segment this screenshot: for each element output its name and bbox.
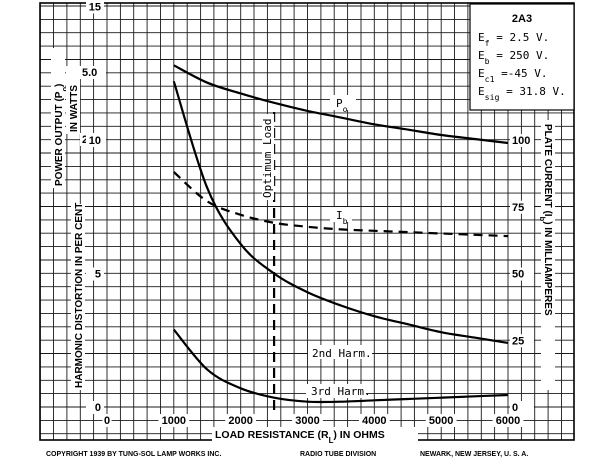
second-harmonic-curve bbox=[172, 80, 509, 344]
power-output-curve bbox=[173, 64, 509, 145]
optimum-load-label-bg bbox=[262, 114, 275, 200]
power-axis-label: POWER OUTPUT (Po) bbox=[54, 84, 69, 186]
plate-current-label: Ib bbox=[336, 209, 348, 226]
power-tick-bg bbox=[80, 66, 106, 79]
power-axis-label2: IN WATTS bbox=[69, 85, 80, 132]
distortion-tick-bg bbox=[86, 401, 104, 414]
distortion-axis-label-bg bbox=[71, 204, 85, 390]
plate-axis-label: PLATE CURRENT (Ib) IN MILLIAMPERES bbox=[539, 124, 554, 316]
plate-tick-label: 50 bbox=[512, 269, 524, 281]
footer-division: RADIO TUBE DIVISION bbox=[300, 451, 376, 458]
x-tick-bg bbox=[225, 414, 257, 427]
tick-labels: 01000200030004000500060005.02.5151050100… bbox=[80, 0, 534, 427]
x-tick-label: 4000 bbox=[362, 415, 386, 427]
legend-line: Eb = 250 V. bbox=[478, 49, 549, 66]
x-tick-bg bbox=[292, 414, 323, 427]
third-harmonic-label-bg bbox=[306, 384, 366, 398]
power-tick-label: 5.0 bbox=[82, 67, 97, 79]
distortion-tick-bg bbox=[86, 134, 104, 147]
curves bbox=[172, 64, 509, 404]
third-harmonic-label: 3rd Harm. bbox=[311, 385, 371, 398]
x-tick-label: 3000 bbox=[295, 415, 319, 427]
footer-copyright: COPYRIGHT 1939 BY TUNG-SOL LAMP WORKS IN… bbox=[46, 451, 221, 458]
x-tick-bg bbox=[425, 414, 457, 427]
plate-tick-label: 0 bbox=[512, 402, 518, 414]
plate-tick-bg bbox=[510, 401, 534, 414]
annotations: Optimum Load Po Ib 2nd Harm. 3rd Harm. bbox=[261, 95, 372, 412]
legend-line: Esig = 31.8 V. bbox=[478, 85, 566, 102]
plate-tick-label: 25 bbox=[512, 335, 524, 347]
footer-location: NEWARK, NEW JERSEY, U. S. A. bbox=[420, 451, 528, 458]
distortion-tick-bg bbox=[86, 0, 104, 14]
legend-box bbox=[469, 3, 575, 111]
x-tick-label: 0 bbox=[104, 415, 110, 427]
x-axis-label: LOAD RESISTANCE (RL) IN OHMS bbox=[215, 429, 385, 445]
power-output-label-bg bbox=[330, 95, 356, 110]
plate-tick-bg bbox=[510, 334, 534, 348]
plate-tick-label: 100 bbox=[512, 135, 530, 147]
distortion-tick-label: 5 bbox=[95, 269, 101, 281]
power-axis-label2-bg bbox=[66, 66, 80, 134]
second-harmonic-label: 2nd Harm. bbox=[312, 347, 372, 360]
x-tick-bg bbox=[102, 414, 112, 427]
power-output-label: Po bbox=[336, 97, 348, 114]
distortion-tick-label: 15 bbox=[89, 2, 101, 14]
power-axis-label-bg bbox=[51, 48, 65, 188]
plate-tick-label: 75 bbox=[512, 202, 524, 214]
distortion-tick-bg bbox=[86, 267, 104, 281]
plate-axis-label-bg bbox=[541, 120, 555, 390]
legend-line: Ef = 2.5 V. bbox=[478, 31, 549, 48]
third-harmonic-curve bbox=[172, 328, 509, 404]
x-tick-bg bbox=[492, 414, 524, 427]
distortion-tick-label: 10 bbox=[89, 135, 101, 147]
x-tick-label: 2000 bbox=[228, 415, 252, 427]
x-tick-label: 1000 bbox=[162, 415, 186, 427]
plate-tick-bg bbox=[510, 267, 534, 281]
legend-line: Ec1 =-45 V. bbox=[478, 67, 548, 84]
x-tick-label: 5000 bbox=[429, 415, 453, 427]
plate-tick-bg bbox=[510, 134, 534, 147]
axis-labels: LOAD RESISTANCE (RL) IN OHMS POWER OUTPUT… bbox=[51, 48, 555, 445]
distortion-axis-label: HARMONIC DISTORTION IN PER CENT bbox=[74, 203, 85, 388]
x-axis-label-bg bbox=[212, 427, 418, 441]
optimum-load-label: Optimum Load bbox=[261, 119, 274, 198]
x-tick-bg bbox=[358, 414, 390, 427]
distortion-tick-label: 0 bbox=[95, 402, 101, 414]
x-tick-bg bbox=[158, 414, 190, 427]
second-harmonic-label-bg bbox=[308, 345, 372, 359]
legend-tube-type: 2A3 bbox=[512, 13, 532, 25]
legend: 2A3 Ef = 2.5 V.Eb = 250 V.Ec1 =-45 V.Esig… bbox=[469, 3, 575, 111]
plate-tick-bg bbox=[510, 200, 534, 214]
plate-current-curve bbox=[173, 171, 509, 238]
plate-current-label-bg bbox=[330, 207, 352, 222]
x-tick-label: 6000 bbox=[496, 415, 520, 427]
